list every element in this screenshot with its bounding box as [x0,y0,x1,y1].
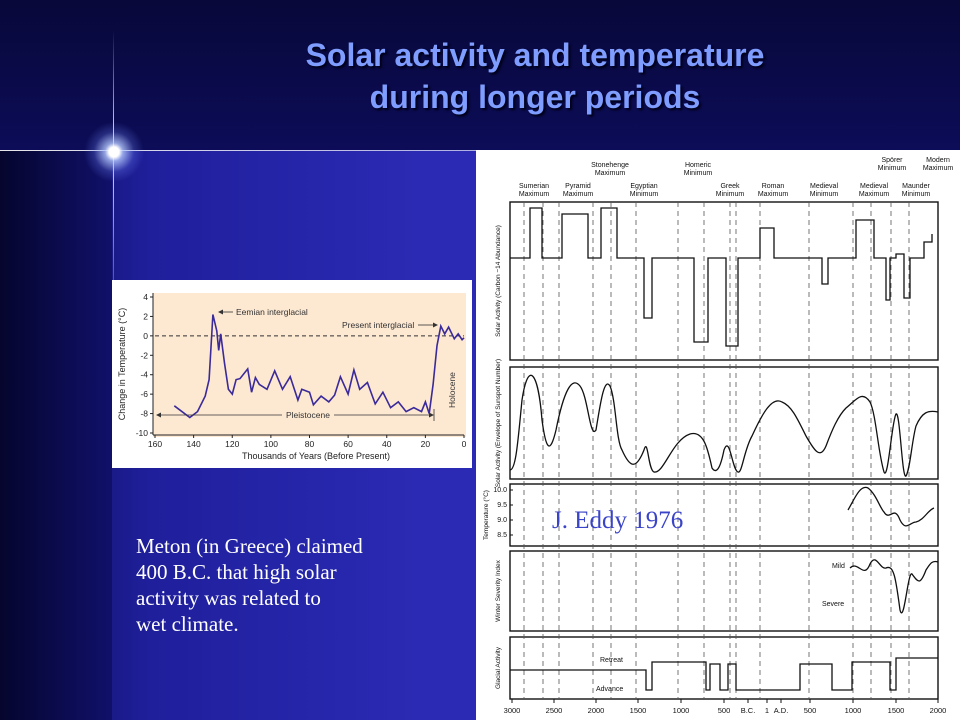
x-tick-label: B.C. [741,706,756,715]
glacial-activity-line [510,657,938,691]
eemian-label: Eemian interglacial [236,307,308,317]
period-label: Greek Minimum [716,183,745,198]
temperature-line [847,486,935,527]
x-tick-label: 160 [148,439,162,449]
plot-area [153,293,466,437]
advance-label: Advance [596,686,623,693]
body-line-4: wet climate. [136,612,239,636]
x-tick-label: 60 [343,439,353,449]
x-tick-label: 2000 [930,706,947,715]
period-label: Stonehenge Maximum [591,162,629,177]
mild-label: Mild [832,563,845,570]
y-tick-label: 2 [143,311,148,321]
period-label: Sumerian Maximum [519,183,550,198]
period-label: Modern Maximum [923,157,954,172]
y-tick-label: -6 [140,389,148,399]
temperature-tick-label: 8.5 [497,532,507,539]
eddy-panel-frame [509,201,939,361]
title-line-2: during longer periods [369,79,701,115]
x-tick-label: 500 [804,706,817,715]
eddy-panel-frame [509,366,939,480]
body-line-3: activity was related to [136,586,321,610]
carbon14-solar-activity-line [510,207,933,347]
panel-y-axis-label: Solar Activity (Carbon −14 Abundance) [495,225,502,337]
present-interglacial-label: Present interglacial [342,320,414,330]
x-tick-label: 1000 [845,706,862,715]
x-tick-label: 100 [264,439,278,449]
panel-y-axis-label: Winter Severity Index [495,559,502,622]
x-tick-label: 2000 [588,706,605,715]
x-tick-label: 1000 [673,706,690,715]
period-label: Medieval Maximum [859,183,890,198]
x-tick-label: 80 [305,439,315,449]
y-tick-label: -4 [140,370,148,380]
y-tick-label: -10 [136,428,149,438]
x-tick-label: 40 [382,439,392,449]
y-tick-label: 4 [143,292,148,302]
body-line-1: Meton (in Greece) claimed [136,534,363,558]
y-tick-label: 0 [143,331,148,341]
panel-y-axis-label: Solar Activity (Envelope of Sunspot Numb… [495,359,502,487]
x-tick-label: 140 [187,439,201,449]
panel-y-axis-label: Temperature (°C) [482,490,490,540]
panel-y-axis-label: Glacial Activity [495,646,502,689]
x-tick-label: A.D. [774,706,789,715]
eddy-solar-climate-chart: Sumerian Maximum Pyramid Maximum Stonehenge M… [476,150,960,720]
x-tick-label: 3000 [504,706,521,715]
x-tick-label: 120 [225,439,239,449]
left-band [0,150,112,720]
slide-title: Solar activity and temperature during lo… [170,34,900,118]
temperature-series-line [173,314,465,419]
holocene-label: Holocene [447,372,457,408]
period-label: Spörer Minimum [878,157,907,172]
y-tick-label: -8 [140,409,148,419]
period-label: Maunder Minimum [902,183,931,198]
y-axis-label: Change in Temperature (°C) [117,308,127,421]
eddy-panel-frame [509,483,939,547]
temperature-tick-label: 9.0 [497,517,507,524]
period-label: Medieval Minimum [810,183,839,198]
period-label: Homeric Minimum [684,162,713,177]
eddy-credit: J. Eddy 1976 [552,507,684,534]
temperature-tick-label: 9.5 [497,502,507,509]
period-label: Roman Maximum [758,183,789,198]
x-tick-label: 500 [718,706,731,715]
x-tick-label: 0 [462,439,467,449]
x-tick-label: 2500 [546,706,563,715]
title-line-1: Solar activity and temperature [305,37,765,73]
body-line-2: 400 B.C. that high solar [136,560,337,584]
x-tick-label: 20 [421,439,431,449]
body-text: Meton (in Greece) claimed 400 B.C. that … [136,533,456,637]
severe-label: Severe [822,601,844,608]
x-tick-label: 1500 [630,706,647,715]
pleistocene-label: Pleistocene [286,410,330,420]
period-label: Egyptian Minimum [630,183,659,198]
retreat-label: Retreat [600,657,623,664]
period-label: Pyramid Maximum [563,183,594,198]
temperature-tick-label: 10.0 [493,487,507,494]
title-band [0,0,960,150]
sunspot-envelope-line [509,374,939,477]
eddy-panel-frame [509,550,939,632]
x-tick-label: 1 [765,706,769,715]
star-glow-icon [84,122,144,182]
x-tick-label: 1500 [888,706,905,715]
winter-severity-line [849,559,939,614]
y-tick-label: -2 [140,350,148,360]
x-axis-label: Thousands of Years (Before Present) [242,451,390,461]
